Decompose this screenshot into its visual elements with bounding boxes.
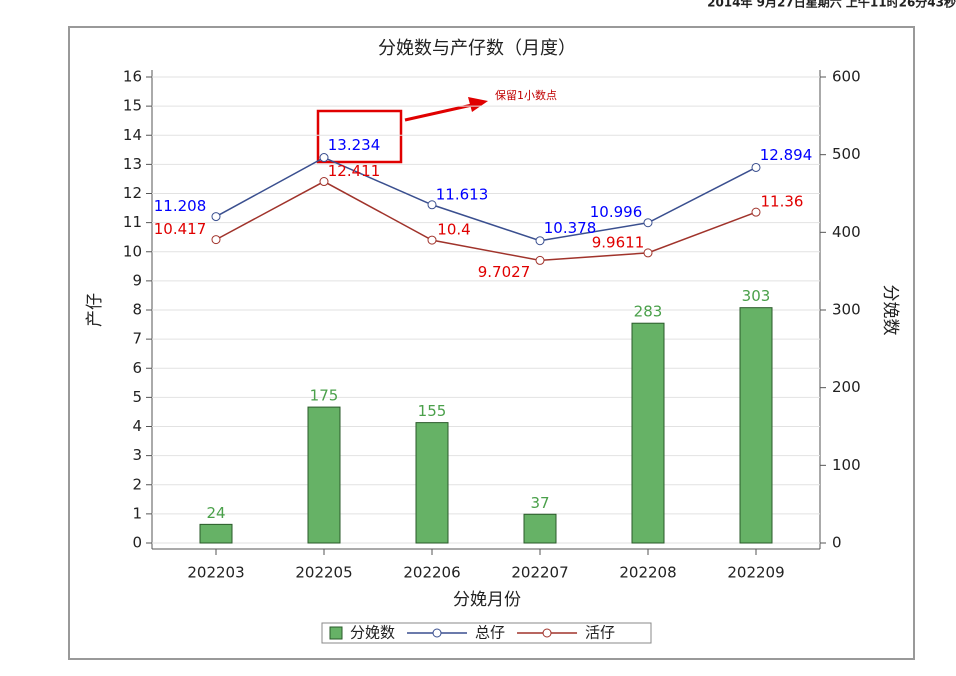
bar xyxy=(631,322,665,544)
frame xyxy=(68,26,915,660)
line-value-label: 11.613 xyxy=(436,185,489,203)
y-tick-label: 10 xyxy=(123,242,142,260)
annotation: 保留1小数点 xyxy=(495,88,557,102)
y2-tick-label: 600 xyxy=(832,68,861,86)
x-tick-label: 202206 xyxy=(403,564,460,582)
y-tick-label: 7 xyxy=(132,330,142,348)
bar-value-label: 283 xyxy=(634,303,663,321)
line-value-label: 11.36 xyxy=(761,193,804,211)
line-point xyxy=(427,200,437,210)
line-value-label: 13.234 xyxy=(328,136,381,154)
y2-tick-label: 300 xyxy=(832,301,861,319)
line-point xyxy=(751,207,761,217)
annotation-arrowhead xyxy=(468,97,488,112)
x-tick-label: 202207 xyxy=(511,564,568,582)
line-point xyxy=(319,153,329,163)
x-tick-label: 202208 xyxy=(619,564,676,582)
x-tick-label: 202209 xyxy=(727,564,784,582)
x-axis-label: 分娩月份 xyxy=(453,590,521,610)
x-tick-label: 202205 xyxy=(295,564,352,582)
y2-tick-label: 100 xyxy=(832,456,861,474)
y2-tick-label: 400 xyxy=(832,223,861,241)
legend-label: 活仔 xyxy=(585,624,615,642)
chart-title: 分娩数与产仔数（月度） xyxy=(378,38,576,59)
y2-tick-label: 200 xyxy=(832,378,861,396)
annotation-arrow xyxy=(404,103,473,122)
y-tick-label: 8 xyxy=(132,301,142,319)
line-point xyxy=(643,248,653,258)
bar xyxy=(415,422,449,544)
y-tick-label: 3 xyxy=(132,446,142,464)
line-point xyxy=(643,218,653,228)
y-tick-label: 4 xyxy=(132,417,142,435)
bar-value-label: 175 xyxy=(310,387,339,405)
line-value-label: 10.4 xyxy=(437,221,470,239)
y-tick-label: 13 xyxy=(123,155,142,173)
bar-value-label: 155 xyxy=(418,402,447,420)
line-value-label: 9.9611 xyxy=(592,233,645,251)
y-tick-label: 2 xyxy=(132,475,142,493)
bar-value-label: 24 xyxy=(206,504,225,522)
y-tick-label: 16 xyxy=(123,68,142,86)
bar xyxy=(523,513,557,544)
line-value-label: 12.411 xyxy=(328,162,381,180)
line-point xyxy=(535,255,545,265)
line-point xyxy=(319,177,329,187)
line xyxy=(215,180,757,262)
bar-value-label: 303 xyxy=(742,287,771,305)
bar xyxy=(739,307,773,544)
bar xyxy=(307,406,341,544)
line-value-label: 12.894 xyxy=(760,146,813,164)
legend-label: 分娩数 xyxy=(350,624,395,642)
bar-value-label: 37 xyxy=(530,494,549,512)
y-tick-label: 11 xyxy=(123,213,142,231)
line-point xyxy=(211,212,221,222)
y2-tick-label: 500 xyxy=(832,145,861,163)
line-value-label: 10.417 xyxy=(154,220,207,238)
line-point xyxy=(427,235,437,245)
line-value-label: 10.378 xyxy=(544,219,597,237)
legend-marker xyxy=(542,628,552,638)
y-tick-label: 14 xyxy=(123,126,142,144)
y-tick-label: 6 xyxy=(132,359,142,377)
legend-marker xyxy=(432,628,442,638)
bar xyxy=(199,523,233,544)
line-value-label: 9.7027 xyxy=(478,263,531,281)
line-point xyxy=(751,162,761,172)
y-tick-label: 1 xyxy=(132,504,142,522)
timestamp: 2014年 9月27日星期六 上午11时26分43秒 xyxy=(707,0,956,10)
legend-swatch xyxy=(329,626,343,640)
line-value-label: 11.208 xyxy=(154,197,207,215)
y2-axis-label: 分娩数 xyxy=(880,285,900,336)
line-point xyxy=(211,235,221,245)
y-tick-label: 15 xyxy=(123,97,142,115)
line-value-label: 10.996 xyxy=(590,203,643,221)
y2-tick-label: 0 xyxy=(832,534,842,552)
legend xyxy=(321,622,652,644)
line-point xyxy=(535,236,545,246)
line xyxy=(215,156,757,242)
y-tick-label: 9 xyxy=(132,271,142,289)
y-tick-label: 0 xyxy=(132,534,142,552)
y-tick-label: 5 xyxy=(132,388,142,406)
annotation-box xyxy=(316,109,403,164)
y-axis-label: 产仔 xyxy=(85,293,105,327)
y-tick-label: 12 xyxy=(123,184,142,202)
legend-label: 总仔 xyxy=(475,624,505,642)
x-tick-label: 202203 xyxy=(187,564,244,582)
